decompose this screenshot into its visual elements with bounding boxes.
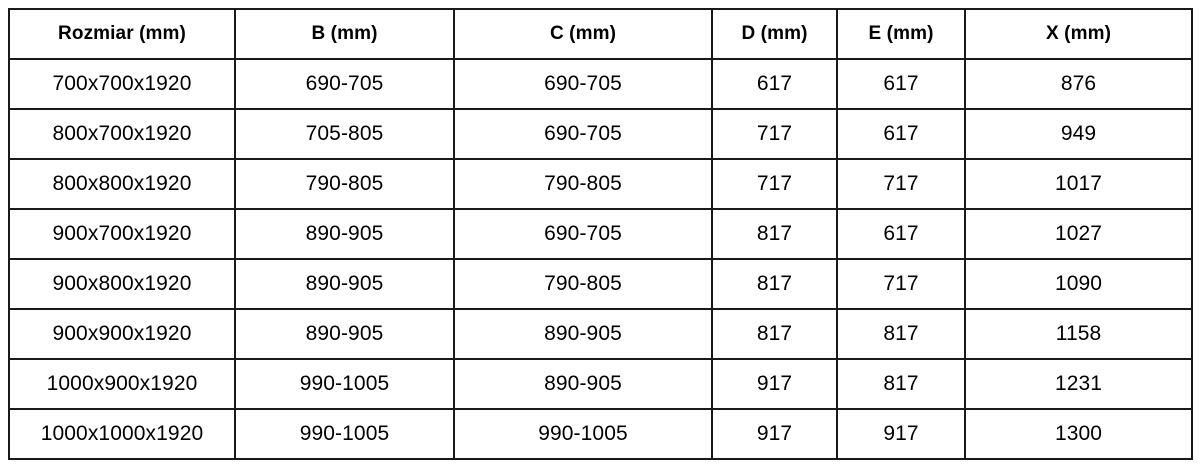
column-header-e: E (mm) [836,8,966,60]
cell-x: 1300 [964,408,1193,460]
cell-e: 617 [836,58,966,110]
dimensions-table: Rozmiar (mm) B (mm) C (mm) D (mm) E (mm)… [8,8,1193,460]
cell-x: 1090 [964,258,1193,310]
cell-c: 790-805 [453,158,713,210]
table-body: 700x700x1920 690-705 690-705 617 617 876 800x7… [8,58,1193,460]
cell-c: 690-705 [453,208,713,260]
cell-d: 817 [711,308,838,360]
cell-b: 890-905 [234,308,455,360]
cell-size: 700x700x1920 [8,58,236,110]
cell-d: 917 [711,408,838,460]
table-row: 700x700x1920 690-705 690-705 617 617 876 [8,58,1193,110]
cell-x: 1158 [964,308,1193,360]
column-header-d: D (mm) [711,8,838,60]
table-row: 1000x1000x1920 990-1005 990-1005 917 917 1300 [8,408,1193,460]
cell-c: 890-905 [453,308,713,360]
cell-d: 617 [711,58,838,110]
column-header-size: Rozmiar (mm) [8,8,236,60]
cell-c: 890-905 [453,358,713,410]
cell-c: 690-705 [453,58,713,110]
cell-b: 705-805 [234,108,455,160]
dimensions-table-container: Rozmiar (mm) B (mm) C (mm) D (mm) E (mm)… [8,8,1193,460]
cell-d: 917 [711,358,838,410]
cell-x: 876 [964,58,1193,110]
cell-size: 1000x1000x1920 [8,408,236,460]
cell-b: 790-805 [234,158,455,210]
cell-size: 1000x900x1920 [8,358,236,410]
cell-c: 690-705 [453,108,713,160]
cell-d: 717 [711,108,838,160]
cell-e: 917 [836,408,966,460]
cell-e: 717 [836,258,966,310]
cell-e: 617 [836,108,966,160]
cell-size: 900x700x1920 [8,208,236,260]
cell-x: 1231 [964,358,1193,410]
table-row: 900x800x1920 890-905 790-805 817 717 1090 [8,258,1193,310]
cell-d: 817 [711,208,838,260]
table-row: 900x700x1920 890-905 690-705 817 617 1027 [8,208,1193,260]
table-header: Rozmiar (mm) B (mm) C (mm) D (mm) E (mm)… [8,8,1193,60]
cell-size: 800x700x1920 [8,108,236,160]
table-row: 800x700x1920 705-805 690-705 717 617 949 [8,108,1193,160]
column-header-x: X (mm) [964,8,1193,60]
cell-c: 990-1005 [453,408,713,460]
cell-b: 990-1005 [234,358,455,410]
cell-size: 900x900x1920 [8,308,236,360]
cell-e: 617 [836,208,966,260]
cell-e: 817 [836,358,966,410]
cell-d: 817 [711,258,838,310]
table-row: 900x900x1920 890-905 890-905 817 817 1158 [8,308,1193,360]
column-header-c: C (mm) [453,8,713,60]
cell-e: 817 [836,308,966,360]
cell-x: 949 [964,108,1193,160]
cell-e: 717 [836,158,966,210]
cell-size: 900x800x1920 [8,258,236,310]
cell-c: 790-805 [453,258,713,310]
cell-x: 1027 [964,208,1193,260]
cell-b: 890-905 [234,208,455,260]
table-row: 800x800x1920 790-805 790-805 717 717 1017 [8,158,1193,210]
cell-x: 1017 [964,158,1193,210]
cell-b: 690-705 [234,58,455,110]
cell-b: 890-905 [234,258,455,310]
table-row: 1000x900x1920 990-1005 890-905 917 817 1231 [8,358,1193,410]
cell-size: 800x800x1920 [8,158,236,210]
column-header-b: B (mm) [234,8,455,60]
cell-d: 717 [711,158,838,210]
cell-b: 990-1005 [234,408,455,460]
table-header-row: Rozmiar (mm) B (mm) C (mm) D (mm) E (mm)… [8,8,1193,60]
